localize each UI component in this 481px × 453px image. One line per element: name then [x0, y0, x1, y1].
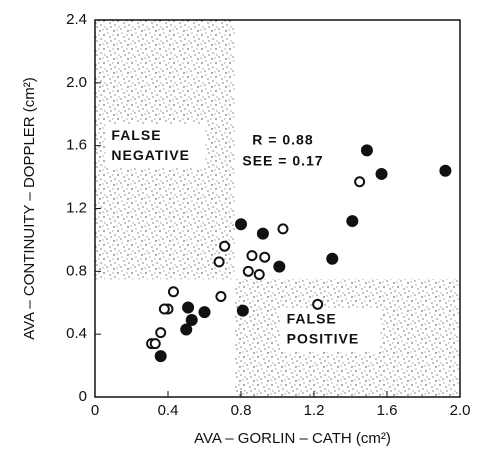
point [242, 265, 254, 277]
label-box [280, 308, 381, 353]
point [354, 176, 366, 188]
x-tick-label: 1.6 [377, 402, 398, 419]
point [253, 268, 265, 280]
point [180, 323, 193, 336]
y-tick-label: 0.8 [66, 262, 87, 279]
point [256, 227, 269, 240]
point [158, 303, 170, 315]
x-tick-label: 0.8 [231, 402, 252, 419]
point [346, 215, 359, 228]
y-tick-label: 2.4 [66, 11, 87, 28]
point [375, 167, 388, 180]
point [360, 144, 373, 157]
annotation: SEE = 0.17 [242, 153, 323, 169]
point [273, 260, 286, 273]
point [277, 223, 289, 235]
y-tick-label: 0 [79, 388, 87, 405]
point [246, 250, 258, 262]
label-box [105, 124, 206, 169]
point [236, 304, 249, 317]
point [326, 252, 339, 265]
point [182, 301, 195, 314]
region-label: FALSE [287, 311, 337, 327]
x-tick-label: 2.0 [450, 402, 471, 419]
x-tick-label: 0.4 [158, 402, 179, 419]
annotation: R = 0.88 [252, 132, 313, 148]
y-tick-label: 0.4 [66, 325, 87, 342]
x-tick-label: 0 [91, 402, 99, 419]
point [213, 256, 225, 268]
point [185, 314, 198, 327]
point [439, 164, 452, 177]
region-label: POSITIVE [287, 331, 360, 347]
x-axis-label: AVA – GORLIN – CATH (cm²) [194, 430, 391, 447]
region-label: NEGATIVE [111, 147, 190, 163]
point [312, 298, 324, 310]
point [235, 218, 247, 231]
point [219, 240, 231, 252]
y-axis-label: AVA – CONTINUITY – DOPPLER (cm²) [21, 77, 38, 340]
y-tick-label: 1.2 [66, 199, 87, 216]
y-tick-label: 1.6 [66, 137, 87, 154]
region-label: FALSE [111, 127, 161, 143]
point [154, 350, 167, 363]
x-tick-label: 1.2 [304, 402, 325, 419]
point [259, 251, 271, 263]
y-tick-label: 2.0 [66, 74, 87, 91]
point [149, 338, 161, 350]
point [215, 290, 227, 302]
point [155, 327, 167, 339]
point [167, 286, 179, 298]
point [198, 306, 211, 319]
